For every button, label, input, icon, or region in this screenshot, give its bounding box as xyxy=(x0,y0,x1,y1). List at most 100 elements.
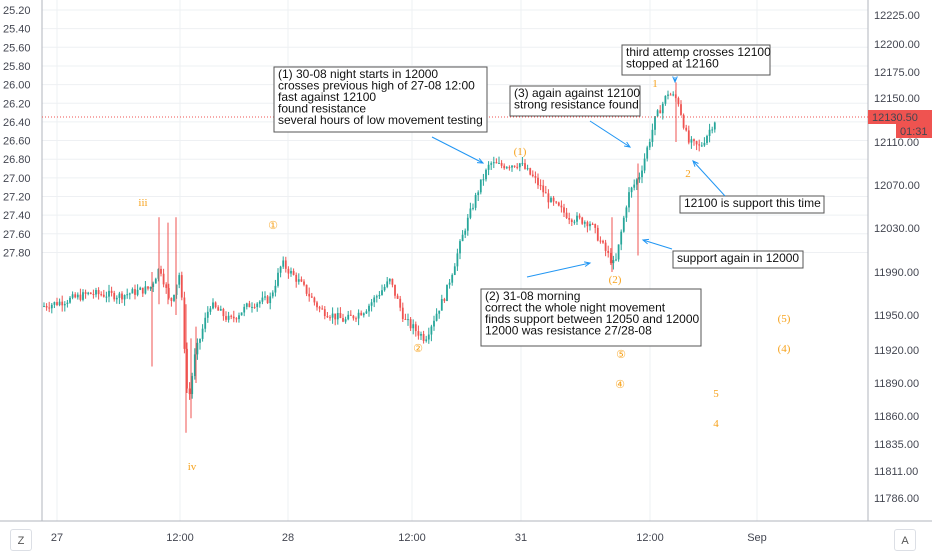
countdown-badge xyxy=(896,124,932,138)
right-tick-label: 11920.00 xyxy=(874,345,919,357)
candle-body xyxy=(477,192,480,196)
candle-body xyxy=(313,297,316,303)
annotation-box xyxy=(672,250,804,269)
candle-body xyxy=(277,272,279,286)
candle-body xyxy=(126,294,129,296)
candle-body xyxy=(440,299,443,311)
candle-body xyxy=(594,224,597,228)
candle-body xyxy=(378,295,381,297)
candle-body xyxy=(591,223,594,225)
candle-body xyxy=(58,301,61,306)
candle-body xyxy=(50,304,53,309)
candle-body xyxy=(134,289,136,295)
annotation-text: 12000 was resistance 27/28-08 xyxy=(485,324,652,338)
candle-body xyxy=(573,221,576,223)
annotation-text: finds support between 12050 and 12000 xyxy=(485,312,699,326)
candle-body xyxy=(524,163,526,169)
candle-body xyxy=(121,293,123,300)
annotation-arrowhead xyxy=(476,158,485,164)
candle-body xyxy=(110,290,113,293)
x-tick-label: 12:00 xyxy=(636,532,664,544)
candle-body xyxy=(355,318,357,320)
candle-body xyxy=(76,294,79,298)
candle-body xyxy=(425,339,428,341)
zoom-button[interactable]: Z xyxy=(10,529,32,551)
candle-body xyxy=(269,296,272,304)
candle-body xyxy=(456,253,459,267)
candle-body xyxy=(570,219,573,223)
annotation-arrowhead xyxy=(624,141,632,148)
candle-body xyxy=(685,127,688,131)
annotation-text: (1) 30-08 night starts in 12000 xyxy=(278,67,438,81)
candle-body xyxy=(191,376,194,395)
right-tick-label: 11990.00 xyxy=(874,267,919,279)
candle-body xyxy=(352,315,355,319)
annotation-box xyxy=(480,288,702,347)
annotation-text: strong resistance found xyxy=(514,98,639,112)
candle-body xyxy=(706,135,708,143)
candle-body xyxy=(443,299,446,302)
candle-body xyxy=(485,169,487,180)
candle-body xyxy=(271,292,274,297)
candle-body xyxy=(427,334,430,340)
left-tick-label: 26.20 xyxy=(3,98,31,110)
candle-body xyxy=(318,307,321,309)
candle-body xyxy=(360,312,363,316)
candle-body xyxy=(292,270,295,275)
candle-body xyxy=(370,302,373,306)
candle-body xyxy=(641,170,643,178)
candle-body xyxy=(115,297,118,300)
candle-body xyxy=(435,313,438,321)
candle-body xyxy=(349,314,352,316)
auto-scale-button[interactable]: A xyxy=(894,529,916,551)
candle-body xyxy=(105,296,108,298)
candle-body xyxy=(531,174,534,177)
last-price-label: 12130.50 xyxy=(872,112,918,124)
candle-body xyxy=(261,297,264,302)
candle-body xyxy=(500,162,503,166)
candle-body xyxy=(245,303,248,307)
candle-body xyxy=(219,309,222,311)
candle-body xyxy=(503,165,506,169)
candle-body xyxy=(186,348,188,389)
candle-body xyxy=(482,179,485,181)
candle-body xyxy=(508,167,511,169)
candle-body xyxy=(526,168,529,170)
candle-body xyxy=(97,290,100,295)
candle-body xyxy=(680,104,682,115)
annotation-arrowhead xyxy=(641,238,650,245)
right-tick-label: 12030.00 xyxy=(874,223,920,235)
annotation-text: stopped at 12160 xyxy=(626,57,719,71)
right-tick-label: 11890.00 xyxy=(874,378,919,390)
candle-body xyxy=(578,215,581,218)
candle-body xyxy=(295,274,298,282)
candle-body xyxy=(479,179,482,193)
candle-body xyxy=(131,289,134,294)
candle-body xyxy=(362,313,365,316)
candle-body xyxy=(178,275,181,285)
candle-body xyxy=(381,290,383,296)
candle-body xyxy=(256,303,259,308)
x-tick-label: 12:00 xyxy=(166,532,194,544)
candle-body xyxy=(404,319,407,321)
candle-body xyxy=(279,266,282,273)
annotation-arrowhead xyxy=(692,160,699,167)
annotation-text: found resistance xyxy=(278,102,366,116)
candle-body xyxy=(695,141,698,145)
wave-label: (2) xyxy=(609,274,622,286)
candle-body xyxy=(461,234,464,242)
candle-body xyxy=(539,185,542,187)
candle-body xyxy=(492,162,495,164)
wave-label: ② xyxy=(413,343,423,355)
candle-body xyxy=(607,250,610,253)
right-tick-label: 12225.00 xyxy=(874,10,920,22)
candle-body xyxy=(222,309,225,317)
candle-body xyxy=(599,240,602,242)
candle-body xyxy=(282,260,285,267)
candle-body xyxy=(290,270,292,274)
candle-body xyxy=(596,227,599,241)
candle-body xyxy=(609,252,612,264)
annotation-arrow xyxy=(431,136,484,164)
